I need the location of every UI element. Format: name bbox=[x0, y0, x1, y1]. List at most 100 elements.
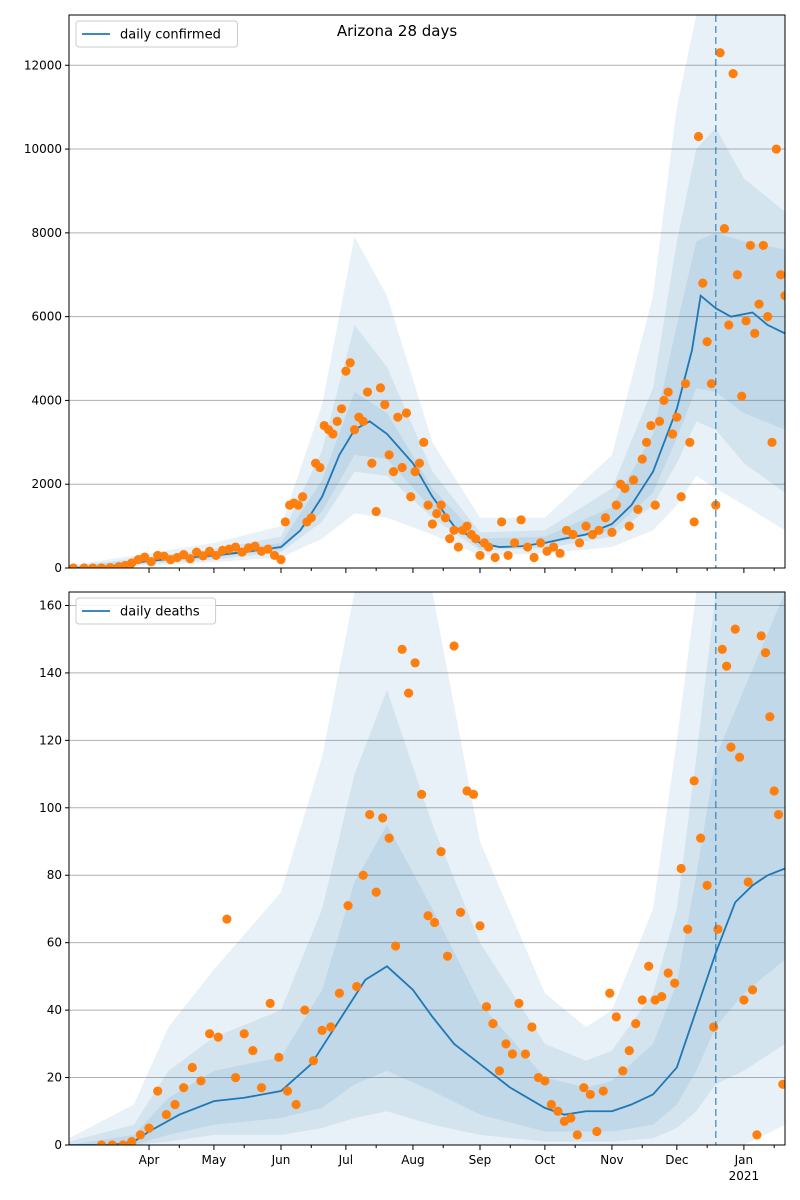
data-point bbox=[624, 521, 634, 531]
data-point bbox=[494, 1066, 505, 1076]
y-tick-label: 20 bbox=[47, 1071, 62, 1085]
data-point bbox=[507, 1049, 518, 1059]
y-tick-label: 80 bbox=[47, 868, 62, 882]
data-point bbox=[585, 1089, 595, 1100]
data-point bbox=[222, 914, 232, 924]
data-point bbox=[419, 437, 429, 447]
data-point bbox=[607, 527, 617, 537]
data-point bbox=[644, 961, 654, 971]
data-point bbox=[706, 379, 717, 389]
data-point bbox=[618, 1066, 628, 1076]
data-point bbox=[144, 1123, 154, 1133]
data-point bbox=[211, 550, 221, 561]
data-point bbox=[488, 1019, 498, 1029]
data-point bbox=[388, 467, 399, 477]
data-point bbox=[685, 437, 695, 447]
data-point bbox=[317, 1025, 327, 1035]
y-tick-label: 8000 bbox=[31, 226, 62, 240]
data-point bbox=[118, 1140, 128, 1145]
data-point bbox=[349, 425, 360, 435]
data-point bbox=[780, 291, 785, 301]
data-point bbox=[702, 337, 712, 347]
data-point bbox=[336, 404, 347, 414]
data-point bbox=[471, 534, 481, 544]
data-point bbox=[380, 400, 390, 410]
data-point bbox=[650, 500, 660, 510]
data-point bbox=[756, 631, 766, 641]
data-point bbox=[522, 542, 533, 552]
data-point bbox=[315, 462, 325, 473]
data-point bbox=[343, 900, 353, 911]
data-point bbox=[574, 538, 585, 548]
data-point bbox=[462, 521, 472, 531]
data-point bbox=[717, 644, 727, 654]
data-point bbox=[135, 1130, 145, 1140]
uncertainty-band-2 bbox=[69, 592, 785, 1145]
data-point bbox=[352, 981, 362, 992]
plot-area bbox=[69, 592, 785, 1145]
data-point bbox=[765, 712, 775, 722]
data-point bbox=[248, 1045, 258, 1056]
data-point bbox=[670, 978, 680, 988]
data-point bbox=[752, 1130, 762, 1140]
data-point bbox=[196, 1076, 206, 1086]
data-point bbox=[741, 316, 751, 326]
data-point bbox=[637, 454, 647, 464]
data-point bbox=[442, 951, 453, 961]
data-point bbox=[683, 924, 693, 934]
data-point bbox=[276, 555, 286, 565]
data-point bbox=[161, 1110, 171, 1120]
data-point bbox=[432, 508, 442, 519]
data-point bbox=[743, 877, 753, 887]
data-point bbox=[676, 492, 686, 502]
data-point bbox=[341, 366, 351, 376]
legend-label: daily confirmed bbox=[120, 28, 221, 43]
data-point bbox=[745, 240, 755, 251]
data-point bbox=[641, 437, 652, 447]
y-tick-label: 0 bbox=[54, 561, 62, 575]
data-point bbox=[362, 387, 373, 397]
data-point bbox=[79, 563, 89, 568]
legend-label: daily deaths bbox=[120, 605, 200, 620]
data-point bbox=[384, 450, 394, 460]
data-point bbox=[581, 521, 591, 531]
y-tick-label: 0 bbox=[54, 1138, 62, 1152]
data-point bbox=[698, 278, 708, 288]
data-point bbox=[594, 525, 604, 535]
legend-box bbox=[75, 597, 217, 625]
data-point bbox=[406, 492, 416, 502]
data-point bbox=[739, 995, 749, 1005]
data-point bbox=[423, 500, 433, 510]
data-point bbox=[750, 328, 760, 338]
data-point bbox=[702, 880, 712, 890]
data-point bbox=[771, 144, 781, 154]
data-point bbox=[291, 1099, 301, 1110]
data-point bbox=[676, 863, 686, 874]
data-point bbox=[185, 554, 195, 564]
data-point bbox=[553, 1106, 563, 1116]
data-point bbox=[230, 542, 241, 552]
data-point bbox=[689, 776, 699, 786]
data-point bbox=[375, 383, 386, 393]
data-point bbox=[298, 492, 308, 502]
data-point bbox=[715, 48, 725, 58]
data-point bbox=[300, 1005, 310, 1015]
data-point bbox=[497, 517, 507, 527]
data-point bbox=[449, 525, 459, 535]
data-point bbox=[410, 658, 420, 668]
data-point bbox=[371, 887, 381, 897]
data-point bbox=[170, 1099, 180, 1110]
data-point bbox=[378, 813, 388, 823]
data-point bbox=[384, 833, 394, 843]
data-point bbox=[633, 504, 643, 514]
data-point bbox=[555, 548, 565, 558]
data-point bbox=[436, 500, 446, 510]
data-point bbox=[256, 1083, 267, 1093]
data-point bbox=[274, 1052, 284, 1062]
data-point bbox=[423, 911, 433, 921]
data-point bbox=[535, 538, 546, 548]
data-point bbox=[358, 870, 368, 880]
data-point bbox=[280, 517, 290, 527]
data-point bbox=[239, 1029, 249, 1039]
